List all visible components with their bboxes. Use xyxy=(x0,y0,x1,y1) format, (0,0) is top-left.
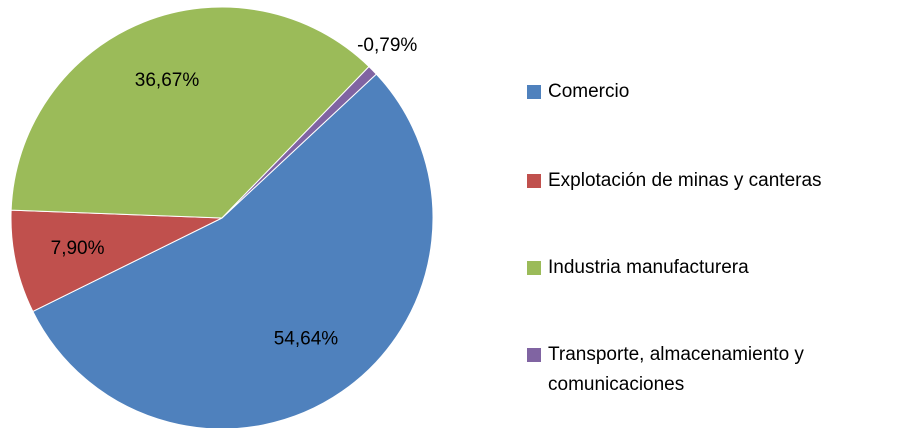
pie-slice xyxy=(221,65,378,219)
legend-label: Transporte, almacenamiento y comunicacio… xyxy=(548,344,804,395)
data-label: 7,90% xyxy=(51,238,105,259)
legend-item: Industria manufacturera xyxy=(527,253,877,283)
legend-item: Explotación de minas y canteras xyxy=(527,166,877,196)
data-label: 54,64% xyxy=(274,329,339,350)
legend-label: Industria manufacturera xyxy=(548,257,749,278)
data-label: -0,79% xyxy=(357,35,417,56)
pie-slice xyxy=(10,209,223,313)
legend-swatch xyxy=(527,348,541,362)
legend-swatch xyxy=(527,174,541,188)
legend-label: Comercio xyxy=(548,81,630,102)
legend-item: Comercio xyxy=(527,77,877,107)
legend-item: Transporte, almacenamiento y comunicacio… xyxy=(527,340,877,400)
legend-label: Explotación de minas y canteras xyxy=(548,170,822,191)
legend-swatch xyxy=(527,85,541,99)
data-label: 36,67% xyxy=(135,70,200,91)
legend-swatch xyxy=(527,261,541,275)
pie-slice xyxy=(10,6,370,219)
pie-slice xyxy=(32,73,434,428)
